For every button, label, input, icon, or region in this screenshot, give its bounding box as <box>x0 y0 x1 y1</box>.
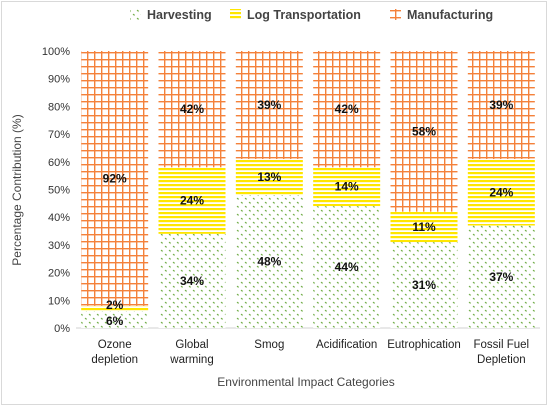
y-tick-label: 70% <box>48 129 70 141</box>
data-labels: 6% 2% 92% 34% 24% 42% 48% 13% 39% 44% 14% 42% 31% 11%… <box>103 98 514 328</box>
bar-segment-manufacturing <box>158 51 226 168</box>
bar-segment-harvesting <box>313 206 381 328</box>
legend-swatch-log-transportation <box>230 9 241 20</box>
category-label: Acidification <box>316 339 377 351</box>
category-label: Fossil Fuel <box>474 339 530 351</box>
category-label: depletion <box>91 354 138 366</box>
y-tick-label: 50% <box>48 185 70 197</box>
data-label-log-transportation: 24% <box>180 194 204 208</box>
category-label: Eutrophication <box>387 339 461 351</box>
bar-segment-log-transportation <box>467 159 535 226</box>
bar-segment-harvesting <box>390 242 458 328</box>
bar-segment-harvesting <box>81 311 149 328</box>
legend-swatch-harvesting <box>130 9 141 20</box>
data-label-harvesting: 31% <box>412 278 436 292</box>
data-label-log-transportation: 24% <box>489 185 513 199</box>
category-label: Smog <box>254 339 284 351</box>
data-label-manufacturing: 42% <box>335 102 359 116</box>
data-label-manufacturing: 92% <box>103 171 127 185</box>
bar-segment-manufacturing <box>235 51 303 160</box>
y-tick-label: 10% <box>48 295 70 307</box>
legend-swatch-manufacturing <box>390 9 401 20</box>
data-label-harvesting: 34% <box>180 274 204 288</box>
category-label: Global <box>175 339 208 351</box>
legend: Harvesting Log Transportation Manufacturin… <box>130 8 493 22</box>
y-tick-label: 60% <box>48 157 70 169</box>
bar-segment-log-transportation <box>158 167 226 234</box>
data-label-manufacturing: 39% <box>489 98 513 112</box>
data-label-manufacturing: 42% <box>180 102 204 116</box>
legend-label-manufacturing: Manufacturing <box>407 8 493 22</box>
data-label-harvesting: 37% <box>489 270 513 284</box>
category-label: Depletion <box>477 354 526 366</box>
data-label-harvesting: 48% <box>257 255 281 269</box>
bar-segment-harvesting <box>235 195 303 328</box>
data-label-harvesting: 6% <box>106 314 124 328</box>
bar-segment-log-transportation <box>390 211 458 243</box>
data-label-harvesting: 44% <box>335 260 359 274</box>
data-label-manufacturing: 39% <box>257 98 281 112</box>
bar-segment-manufacturing <box>313 51 381 168</box>
legend-label-harvesting: Harvesting <box>147 8 212 22</box>
bar-segment-harvesting <box>467 225 535 328</box>
bar-segment-manufacturing <box>467 51 535 160</box>
data-label-log-transportation: 14% <box>335 180 359 194</box>
data-label-manufacturing: 58% <box>412 124 436 138</box>
bar-segment-log-transportation <box>81 305 149 312</box>
data-label-log-transportation: 13% <box>257 170 281 184</box>
bar-segment-manufacturing <box>81 51 149 306</box>
data-label-log-transportation: 11% <box>412 220 436 234</box>
bar-segment-log-transportation <box>235 159 303 196</box>
axes: 0% 10% 20% 30% 40% 50% 60% 70% 80% 90% 100% Ozone de… <box>42 46 540 366</box>
y-tick-label: 90% <box>48 74 70 86</box>
y-tick-label: 0% <box>54 323 70 335</box>
bar-segment-log-transportation <box>313 167 381 207</box>
bars <box>81 51 535 328</box>
x-axis-title: Environmental Impact Categories <box>217 375 394 389</box>
bar-segment-harvesting <box>158 233 226 328</box>
y-tick-label: 80% <box>48 101 70 113</box>
bar-segment-manufacturing <box>390 51 458 212</box>
data-label-log-transportation: 2% <box>106 298 124 312</box>
y-tick-label: 30% <box>48 240 70 252</box>
legend-label-log-transportation: Log Transportation <box>247 8 361 22</box>
y-axis-title: Percentage Contribution (%) <box>10 114 24 265</box>
y-tick-label: 100% <box>42 46 70 58</box>
category-label: warming <box>169 354 213 366</box>
category-label: Ozone <box>98 339 132 351</box>
y-tick-label: 20% <box>48 268 70 280</box>
y-tick-label: 40% <box>48 212 70 224</box>
